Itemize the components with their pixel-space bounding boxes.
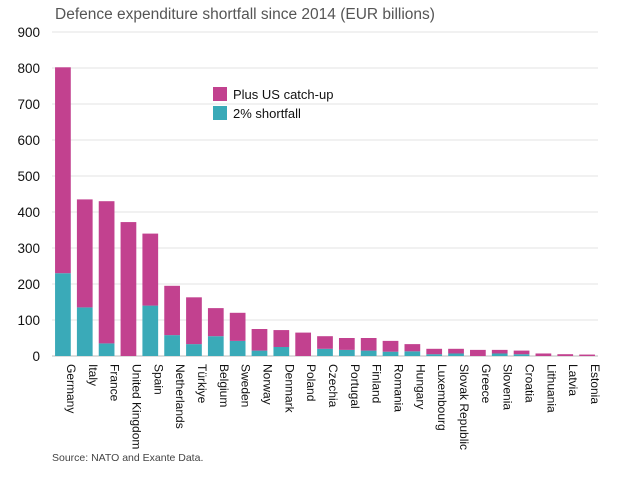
bar-shortfall: [513, 354, 530, 356]
y-tick-label: 700: [17, 97, 40, 112]
x-tick-label: Italy: [86, 364, 100, 386]
x-tick-label: Slovak Republic: [457, 364, 471, 450]
x-tick-label: Hungary: [413, 364, 427, 409]
x-tick-label: United Kingdom: [129, 364, 143, 449]
bar-catchup: [513, 350, 530, 355]
legend: Plus US catch-up 2% shortfall: [213, 87, 333, 121]
bar-catchup: [382, 340, 399, 352]
x-tick-label: Romania: [392, 364, 406, 412]
legend-swatch: [213, 87, 227, 101]
bar-shortfall: [142, 305, 159, 356]
y-tick-label: 200: [17, 277, 40, 292]
x-tick-label: Poland: [304, 364, 318, 401]
x-tick-label: Greece: [479, 364, 493, 404]
x-tick-label: Czechia: [326, 364, 340, 408]
y-tick-label: 400: [17, 205, 40, 220]
x-tick-label: Finland: [370, 364, 384, 403]
x-axis-labels: Germany Italy France United Kingdom Spain Net…: [64, 364, 602, 450]
bar-shortfall: [55, 273, 71, 356]
bar-shortfall: [273, 347, 290, 356]
x-tick-label: Lithuania: [544, 364, 558, 413]
x-tick-label: Croatia: [523, 364, 537, 403]
bar-shortfall: [491, 353, 508, 356]
x-tick-label: Türkiye: [195, 364, 209, 404]
bar-catchup: [338, 338, 355, 350]
legend-swatch: [213, 106, 227, 120]
x-tick-label: Spain: [151, 364, 165, 395]
bar-catchup: [557, 354, 574, 356]
bar-shortfall: [76, 307, 93, 356]
y-tick-label: 800: [17, 61, 40, 76]
x-tick-label: Portugal: [348, 364, 362, 409]
x-tick-label: Norway: [260, 364, 274, 405]
x-tick-label: Netherlands: [173, 364, 187, 429]
y-tick-label: 500: [17, 169, 40, 184]
bar-catchup: [360, 338, 377, 351]
x-tick-label: Latvia: [566, 364, 580, 396]
bar-catchup: [164, 285, 180, 336]
y-tick-label: 900: [17, 25, 40, 40]
bar-shortfall: [229, 340, 246, 356]
bar-shortfall: [98, 343, 115, 356]
bar-shortfall: [207, 336, 224, 356]
bars: [55, 67, 595, 356]
bar-catchup: [317, 336, 333, 349]
bar-catchup: [579, 354, 595, 356]
x-tick-label: France: [108, 364, 122, 402]
bar-catchup: [295, 332, 312, 356]
bar-shortfall: [360, 350, 377, 356]
x-tick-label: Slovenia: [501, 364, 515, 410]
bar-shortfall: [426, 354, 443, 356]
source-note: Source: NATO and Exante Data.: [52, 452, 204, 464]
y-axis-ticks: 0 100 200 300 400 500 600 700 800 900: [17, 25, 40, 364]
x-tick-label: Belgium: [217, 364, 231, 407]
bar-catchup: [273, 330, 290, 347]
x-tick-label: Germany: [64, 364, 78, 413]
bar-shortfall: [251, 350, 268, 356]
bar-catchup: [470, 349, 486, 356]
bar-catchup: [98, 201, 115, 344]
chart-title: Defence expenditure shortfall since 2014…: [55, 6, 435, 23]
bar-catchup: [535, 353, 552, 356]
bar-shortfall: [164, 335, 180, 356]
bar-shortfall: [448, 353, 464, 356]
x-tick-label: Estonia: [588, 364, 602, 404]
bar-catchup: [142, 233, 159, 306]
bar-catchup: [120, 222, 137, 356]
bar-catchup: [448, 348, 464, 354]
y-tick-label: 300: [17, 241, 40, 256]
bar-catchup: [207, 308, 224, 337]
bar-catchup: [229, 312, 246, 341]
legend-label: 2% shortfall: [233, 106, 301, 121]
bar-catchup: [55, 67, 71, 274]
bar-shortfall: [404, 351, 421, 356]
bar-catchup: [251, 329, 268, 351]
x-tick-label: Denmark: [282, 364, 296, 414]
bar-catchup: [426, 348, 443, 355]
bar-shortfall: [338, 349, 355, 356]
legend-label: Plus US catch-up: [233, 87, 333, 102]
y-tick-label: 600: [17, 133, 40, 148]
x-tick-label: Luxembourg: [435, 364, 449, 431]
bar-catchup: [491, 349, 508, 354]
bar-shortfall: [317, 348, 333, 356]
bar-catchup: [76, 199, 93, 308]
bar-shortfall: [186, 344, 202, 356]
y-tick-label: 100: [17, 313, 40, 328]
bar-shortfall: [382, 351, 399, 356]
y-tick-label: 0: [32, 349, 40, 364]
x-tick-label: Sweden: [239, 364, 253, 407]
bar-catchup: [186, 297, 202, 345]
bar-catchup: [404, 344, 421, 352]
